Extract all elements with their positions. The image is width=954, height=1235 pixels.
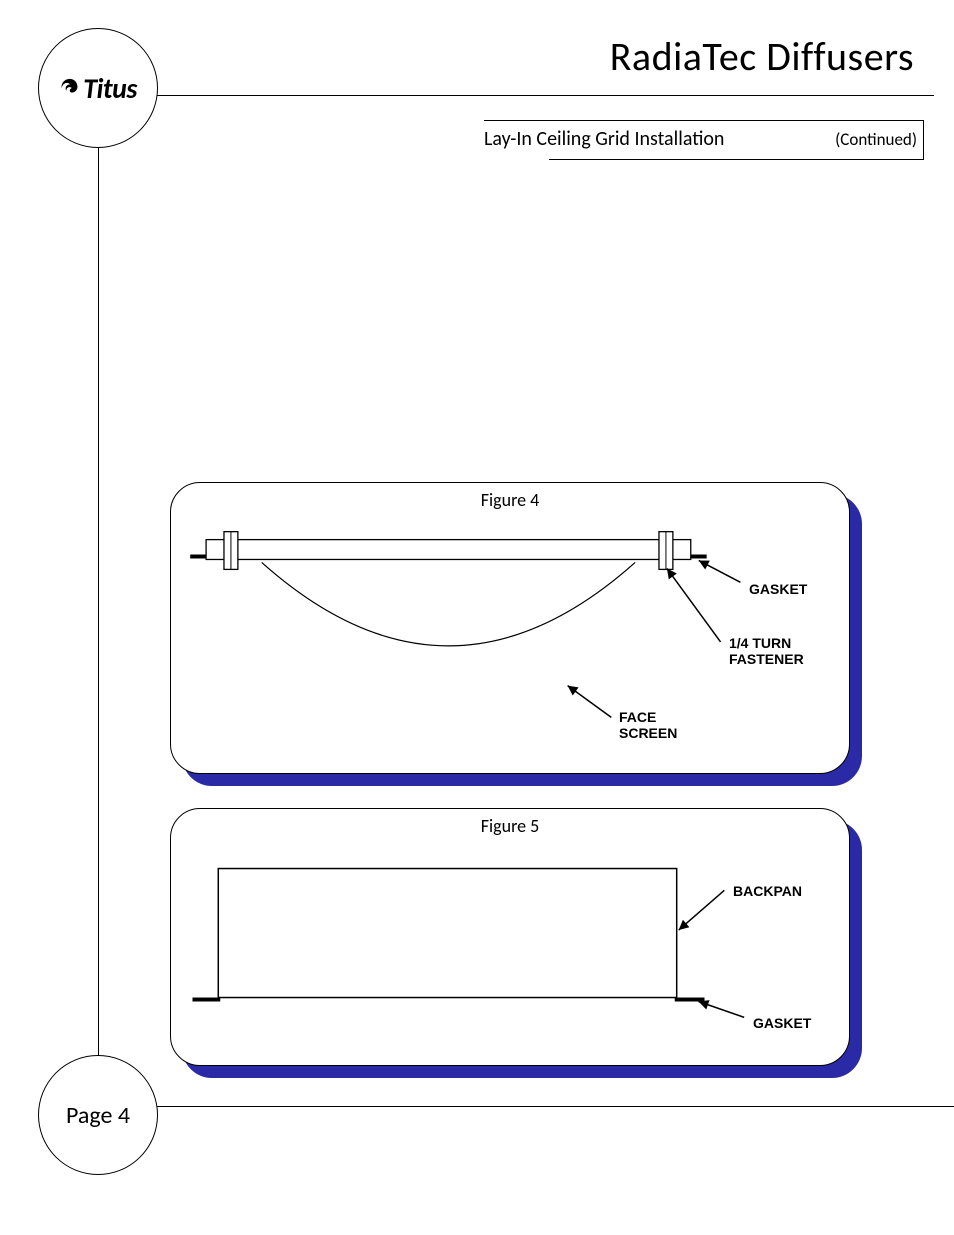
figure-4-diagram	[171, 483, 849, 773]
subtitle-main: Lay-In Ceiling Grid Installation	[484, 127, 724, 151]
bottom-rule	[98, 1106, 954, 1107]
top-rule	[90, 95, 934, 96]
figure-4-callout-fastener: 1/4 TURN FASTENER	[729, 635, 804, 667]
figure-5-callout-backpan: BACKPAN	[733, 883, 802, 899]
logo-text: Titus	[83, 71, 137, 106]
subtitle-continued: (Continued)	[835, 129, 917, 150]
subtitle-box: Lay-In Ceiling Grid Installation (Contin…	[484, 120, 924, 160]
spine-rule	[98, 95, 99, 1107]
figure-4-card: Figure 4 GASKET 1/4 TURN FASTENER FACE S…	[170, 482, 850, 774]
figure-4-callout-screen: FACE SCREEN	[619, 709, 677, 741]
figure-5-diagram	[171, 809, 849, 1065]
figure-4-callout-gasket: GASKET	[749, 581, 807, 597]
figure-5-body: Figure 5 BACKPAN GASKET	[170, 808, 850, 1066]
subtitle-rule-bottom	[549, 159, 924, 160]
figure-4-body: Figure 4 GASKET 1/4 TURN FASTENER FACE S…	[170, 482, 850, 774]
doc-title: RadiaTec Diffusers	[610, 32, 914, 81]
logo-circle: Titus	[38, 28, 158, 148]
figure-5-callout-gasket: GASKET	[753, 1015, 811, 1031]
figure-5-card: Figure 5 BACKPAN GASKET	[170, 808, 850, 1066]
page-number-label: Page 4	[66, 1101, 130, 1130]
page: RadiaTec Diffusers Titus Page 4 Lay-In C…	[0, 0, 954, 1235]
page-number-circle: Page 4	[38, 1055, 158, 1175]
swirl-icon	[59, 77, 81, 99]
